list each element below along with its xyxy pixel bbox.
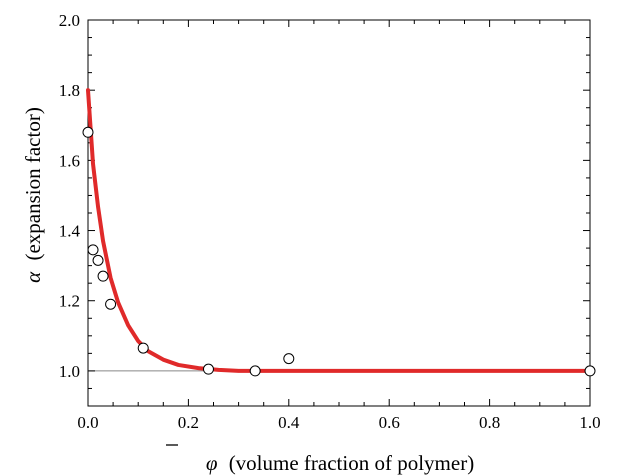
y-axis-title: α (expansion factor) xyxy=(21,107,45,283)
x-tick-label: 0.4 xyxy=(278,413,300,432)
x-tick-label: 0.6 xyxy=(379,413,400,432)
x-tick-label: 0.0 xyxy=(77,413,98,432)
y-tick-label: 1.4 xyxy=(59,222,81,241)
y-tick-label: 1.6 xyxy=(59,151,80,170)
x-axis-title: φ (volume fraction of polymer) xyxy=(206,451,474,475)
x-tick-label: 0.2 xyxy=(178,413,199,432)
plot-frame xyxy=(87,19,591,407)
fit-curve xyxy=(86,88,592,373)
y-tick-label: 1.2 xyxy=(59,292,80,311)
data-point xyxy=(97,270,109,282)
y-tick-label: 2.0 xyxy=(59,11,80,30)
data-point xyxy=(283,353,295,365)
data-point xyxy=(82,126,94,138)
data-point xyxy=(249,365,261,377)
x-tick-label: 0.8 xyxy=(479,413,500,432)
y-axis-text: (expansion factor) xyxy=(21,107,45,260)
y-tick-label: 1.8 xyxy=(59,81,80,100)
data-point xyxy=(87,244,99,256)
data-point xyxy=(584,365,596,377)
data-point xyxy=(202,363,214,375)
y-tick-label: 1.0 xyxy=(59,362,80,381)
data-point xyxy=(105,298,117,310)
x-axis-symbol: φ xyxy=(206,451,218,475)
x-tick-label: 1.0 xyxy=(579,413,600,432)
data-point xyxy=(92,254,104,266)
y-axis-symbol: α xyxy=(21,271,45,283)
plot-area: 0.0 0.2 0.4 0.6 0.8 1.0 1.0 1.2 1.4 1.6 1.8 2.0 xyxy=(59,11,601,432)
x-axis-text: (volume fraction of polymer) xyxy=(229,451,475,475)
data-point xyxy=(137,342,149,354)
